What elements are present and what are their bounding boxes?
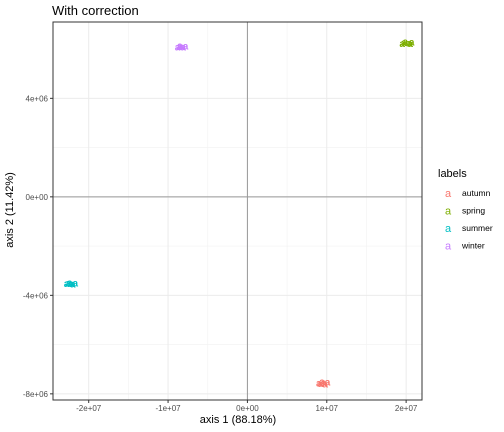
legend-label-autumn: autumn — [462, 188, 491, 198]
data-point-autumn: a — [318, 379, 324, 390]
x-axis-title: axis 1 (88.18%) — [200, 414, 276, 426]
legend-label-spring: spring — [462, 206, 485, 216]
x-tick-label: 0e+00 — [236, 404, 259, 413]
legend-title: labels — [438, 168, 467, 180]
data-point-autumn: a — [325, 378, 331, 389]
legend-key-winter: a — [445, 241, 452, 253]
data-point-winter: a — [177, 41, 183, 52]
data-point-winter: a — [179, 42, 185, 53]
data-point-spring: a — [401, 38, 407, 49]
panel-background — [53, 22, 422, 400]
data-point-winter: a — [180, 43, 186, 54]
x-tick-label: -2e+07 — [76, 404, 102, 413]
data-point-summer: a — [65, 279, 71, 290]
y-axis-title: axis 2 (11.42%) — [4, 172, 16, 248]
data-point-summer: a — [68, 279, 74, 290]
data-point-summer: a — [67, 278, 73, 289]
legend-label-winter: winter — [461, 241, 485, 251]
x-tick-label: -1e+07 — [155, 404, 181, 413]
data-point-spring: a — [399, 39, 405, 50]
y-tick-label: -8e+06 — [23, 390, 49, 399]
data-point-spring: a — [406, 38, 412, 49]
data-point-autumn: a — [322, 379, 328, 390]
x-axis: -2e+07 -1e+07 0e+00 1e+07 2e+07 — [76, 400, 418, 413]
data-point-summer: a — [64, 279, 70, 290]
chart-title: With correction — [52, 3, 139, 18]
legend-label-summer: summer — [462, 223, 493, 233]
y-tick-label: -4e+06 — [23, 291, 49, 300]
data-point-autumn: a — [316, 378, 322, 389]
plot-panel — [52, 21, 423, 401]
data-point-spring: a — [407, 39, 413, 50]
x-tick-label: 2e+07 — [395, 404, 418, 413]
data-point-spring: a — [403, 37, 409, 48]
data-point-winter: a — [183, 42, 189, 53]
legend-key-autumn: a — [445, 188, 452, 200]
data-point-winter: a — [176, 42, 182, 53]
y-tick-label: 4e+06 — [26, 94, 49, 103]
y-tick-label: 0e+00 — [26, 193, 49, 202]
data-point-autumn: a — [321, 378, 327, 389]
panel-border — [52, 21, 423, 401]
data-point-summer: a — [72, 278, 78, 289]
legend-key-spring: a — [445, 206, 452, 218]
legend-key-summer: a — [445, 223, 452, 235]
data-point-spring: a — [409, 38, 415, 49]
data-point-autumn: a — [319, 377, 325, 388]
y-axis: -8e+06 -4e+06 0e+00 4e+06 — [23, 94, 53, 399]
x-tick-label: 1e+07 — [316, 404, 339, 413]
data-point-summer: a — [70, 280, 76, 291]
data-point-winter: a — [175, 42, 181, 53]
